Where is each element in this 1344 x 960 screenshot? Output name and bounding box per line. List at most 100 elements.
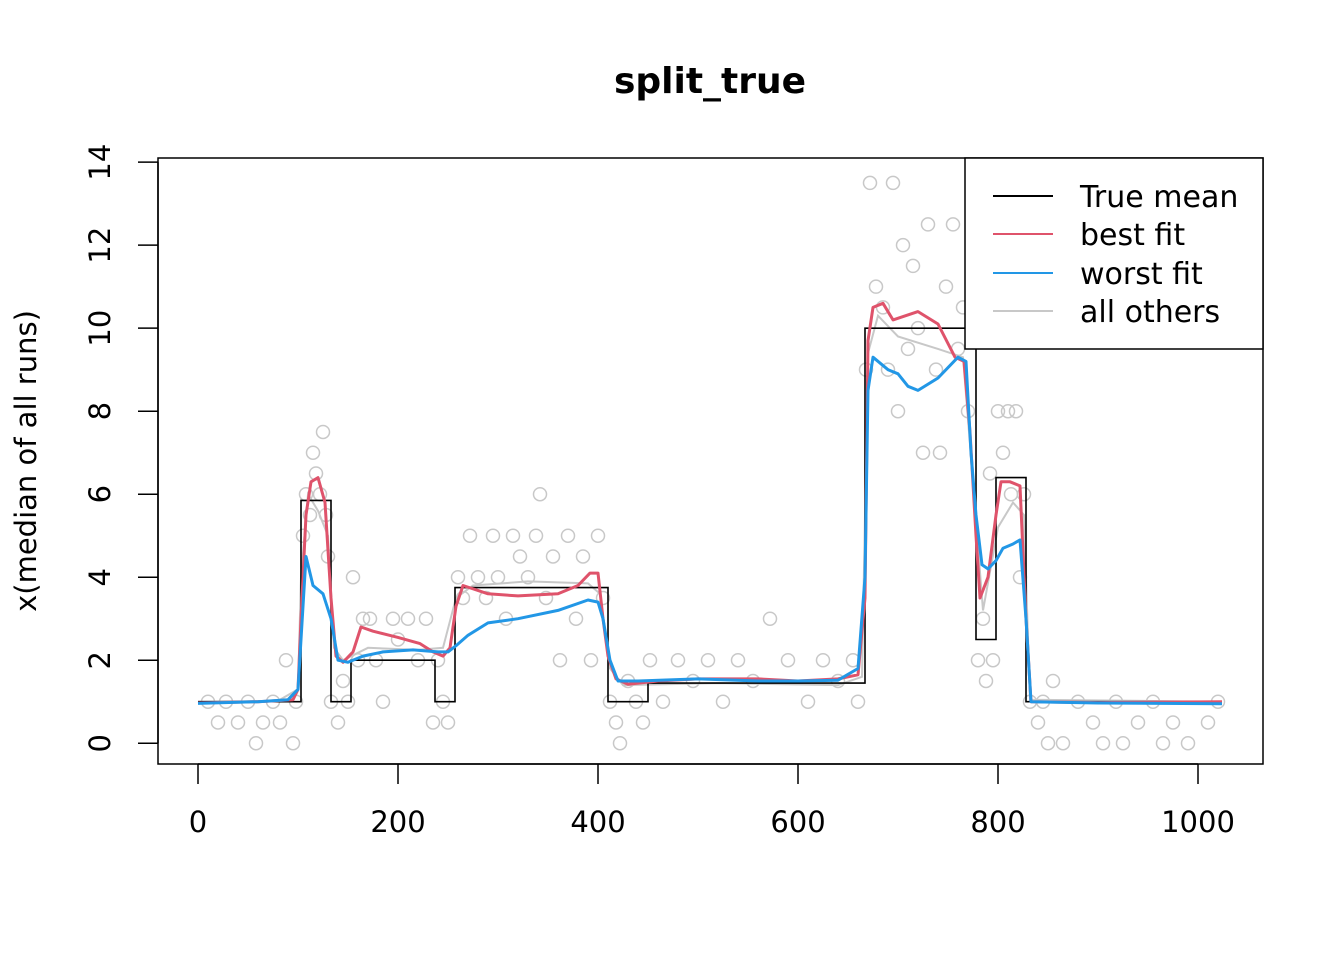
observation-point bbox=[385, 611, 401, 626]
observation-point bbox=[938, 279, 954, 294]
series-line-all-others bbox=[197, 313, 1223, 703]
observation-point bbox=[485, 528, 501, 543]
observation-point bbox=[670, 652, 686, 668]
observation-point bbox=[880, 362, 896, 377]
x-tick-label: 200 bbox=[370, 805, 425, 839]
series-line-worst-fit bbox=[197, 355, 1223, 706]
observation-point bbox=[1095, 735, 1111, 751]
observation-point bbox=[995, 445, 1011, 460]
observation-point bbox=[915, 445, 931, 460]
observation-point bbox=[1130, 715, 1146, 730]
observation-point bbox=[278, 652, 294, 668]
observation-point bbox=[862, 175, 878, 191]
observation-point bbox=[462, 528, 478, 543]
observation-point bbox=[982, 466, 998, 481]
observation-point bbox=[700, 652, 716, 668]
observation-point bbox=[505, 528, 521, 543]
observation-point bbox=[975, 611, 991, 626]
y-tick-label: 6 bbox=[83, 485, 117, 503]
observation-point bbox=[355, 611, 371, 626]
observation-point bbox=[478, 590, 494, 606]
observation-point bbox=[642, 652, 658, 668]
observation-point bbox=[305, 445, 321, 460]
observation-point bbox=[1030, 715, 1046, 730]
observation-point bbox=[868, 279, 884, 294]
observation-point bbox=[905, 258, 921, 274]
observation-point bbox=[715, 694, 731, 709]
observations-layer bbox=[200, 175, 1226, 751]
x-tick-label: 400 bbox=[570, 805, 625, 839]
observation-point bbox=[590, 528, 606, 543]
observation-point bbox=[532, 486, 548, 502]
observation-point bbox=[255, 715, 271, 730]
observation-point bbox=[895, 237, 911, 253]
legend-label-all-others: all others bbox=[1080, 295, 1220, 330]
observation-point bbox=[210, 715, 226, 730]
observation-point bbox=[418, 611, 434, 626]
observation-point bbox=[345, 569, 361, 585]
observation-point bbox=[928, 362, 944, 377]
y-tick-label: 8 bbox=[83, 402, 117, 420]
series-line-best-fit bbox=[197, 301, 1223, 705]
x-tick-label: 1000 bbox=[1161, 805, 1235, 839]
observation-point bbox=[1165, 715, 1181, 730]
observation-point bbox=[978, 673, 994, 689]
observation-point bbox=[330, 715, 346, 730]
observation-point bbox=[512, 549, 528, 564]
observation-point bbox=[285, 735, 301, 751]
observation-point bbox=[985, 652, 1001, 668]
observation-point bbox=[932, 445, 948, 460]
observation-point bbox=[885, 175, 901, 191]
x-axis: 0 200 400 600 800 1000 bbox=[189, 763, 1235, 839]
observation-point bbox=[560, 528, 576, 543]
plot-area bbox=[197, 175, 1226, 751]
observation-point bbox=[945, 217, 961, 232]
observation-point bbox=[780, 652, 796, 668]
series-line-true-mean bbox=[198, 327, 1222, 703]
chart-title: split_true bbox=[614, 61, 806, 102]
observation-point bbox=[375, 694, 391, 709]
y-tick-label: 10 bbox=[83, 310, 117, 347]
observation-point bbox=[1016, 486, 1032, 502]
observation-point bbox=[1180, 735, 1196, 751]
observation-point bbox=[362, 611, 378, 626]
observation-point bbox=[1003, 486, 1019, 502]
y-axis-label: x(median of all runs) bbox=[9, 310, 43, 612]
observation-point bbox=[1200, 715, 1216, 730]
observation-point bbox=[450, 569, 466, 585]
legend: True mean best fit worst fit all others bbox=[964, 157, 1264, 350]
observation-point bbox=[575, 549, 591, 564]
legend-label-worst-fit: worst fit bbox=[1080, 257, 1203, 292]
legend-label-true-mean: True mean bbox=[1079, 180, 1238, 215]
true-mean-layer bbox=[198, 327, 1222, 703]
observation-point bbox=[1055, 735, 1071, 751]
observation-point bbox=[990, 403, 1006, 419]
x-tick-label: 0 bbox=[189, 805, 207, 839]
observation-point bbox=[490, 569, 506, 585]
observation-point bbox=[635, 715, 651, 730]
observation-point bbox=[890, 403, 906, 419]
y-tick-label: 4 bbox=[83, 568, 117, 586]
observation-point bbox=[545, 549, 561, 564]
observation-point bbox=[230, 715, 246, 730]
others-layer bbox=[197, 313, 1223, 703]
observation-point bbox=[400, 611, 416, 626]
y-tick-label: 2 bbox=[83, 651, 117, 669]
observation-point bbox=[335, 673, 351, 689]
observation-point bbox=[762, 611, 778, 626]
observation-point bbox=[685, 673, 701, 689]
observation-point bbox=[440, 715, 456, 730]
observation-point bbox=[520, 569, 536, 585]
observation-point bbox=[295, 528, 311, 543]
observation-point bbox=[583, 652, 599, 668]
observation-point bbox=[315, 424, 331, 440]
observation-point bbox=[1000, 403, 1016, 419]
observation-point bbox=[730, 652, 746, 668]
observation-point bbox=[608, 715, 624, 730]
y-tick-label: 14 bbox=[83, 144, 117, 181]
observation-point bbox=[595, 590, 611, 606]
legend-box bbox=[964, 157, 1264, 350]
observation-point bbox=[655, 694, 671, 709]
observation-point bbox=[248, 735, 264, 751]
